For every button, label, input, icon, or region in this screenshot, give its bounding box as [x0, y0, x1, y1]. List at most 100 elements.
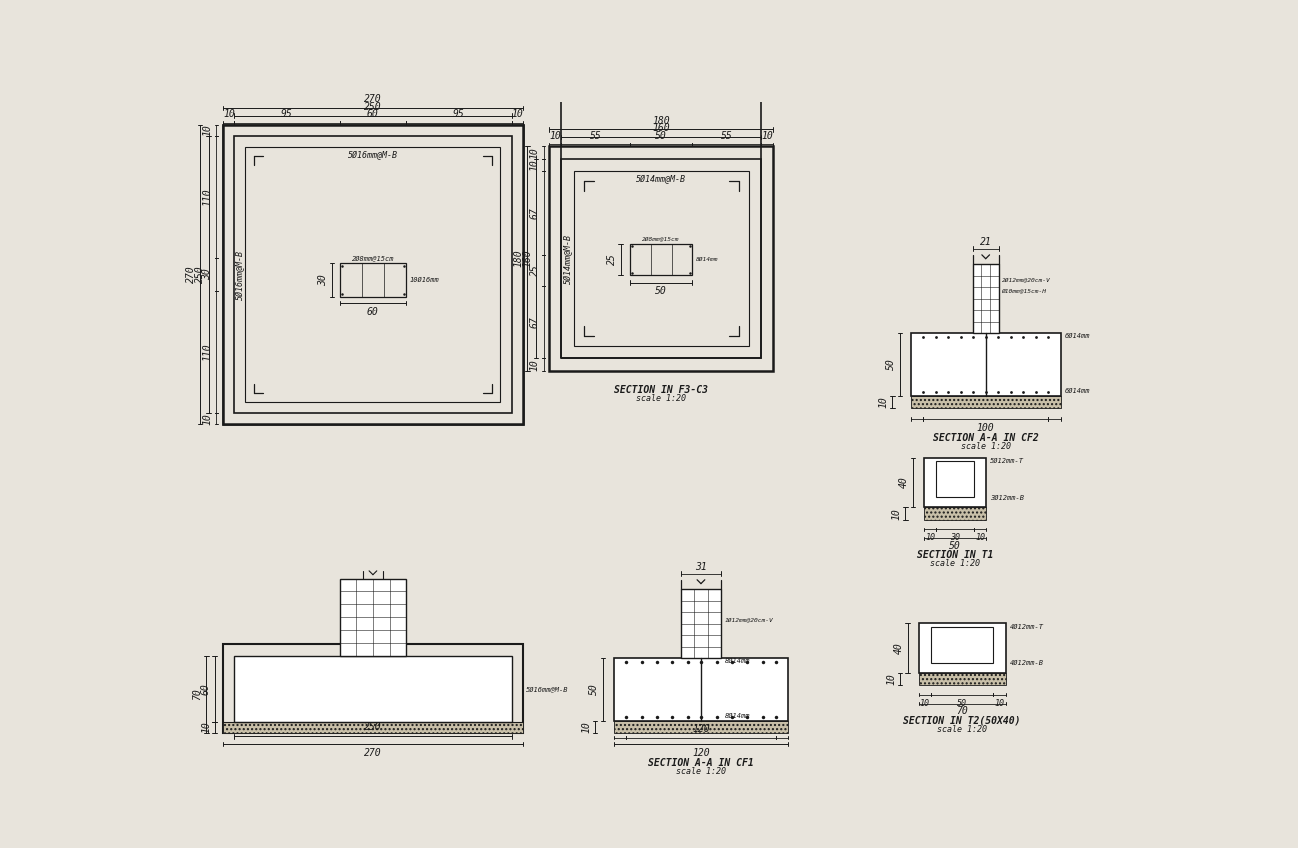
Bar	[223, 125, 523, 424]
Text: 95: 95	[453, 109, 465, 120]
Text: 5Ø14mm@M-B: 5Ø14mm@M-B	[565, 234, 574, 284]
Text: 67: 67	[530, 316, 540, 328]
Text: 10: 10	[530, 147, 540, 159]
Text: 55: 55	[720, 131, 732, 141]
Bar	[223, 125, 523, 424]
Text: 10: 10	[202, 125, 213, 137]
Text: 50: 50	[949, 541, 961, 550]
Bar	[340, 578, 406, 656]
Text: 2Ø8mm@15cm: 2Ø8mm@15cm	[352, 255, 395, 261]
Text: 4Ø12mm-B: 4Ø12mm-B	[1010, 660, 1044, 666]
Text: 55: 55	[589, 131, 601, 141]
Text: 3Ø12mm-B: 3Ø12mm-B	[990, 494, 1024, 500]
Text: 110: 110	[202, 188, 213, 206]
Text: 60: 60	[367, 307, 379, 317]
Text: 10Ø16mm: 10Ø16mm	[409, 277, 439, 283]
Bar	[574, 171, 749, 346]
Text: 31: 31	[694, 562, 707, 572]
Bar	[549, 147, 774, 371]
Text: 10: 10	[201, 722, 210, 734]
Bar	[245, 147, 501, 402]
Text: 8Ø14mm: 8Ø14mm	[724, 657, 750, 663]
Bar	[223, 722, 523, 734]
Text: 10: 10	[920, 699, 929, 707]
Bar	[681, 589, 720, 658]
Text: 40: 40	[894, 642, 903, 654]
Text: 270: 270	[365, 748, 382, 758]
Text: 110: 110	[202, 343, 213, 361]
Text: scale 1:20: scale 1:20	[636, 394, 687, 403]
Text: 21: 21	[980, 237, 992, 247]
Bar	[924, 458, 986, 507]
Text: 5Ø16mm@M-B: 5Ø16mm@M-B	[348, 152, 398, 160]
Text: 160: 160	[522, 250, 532, 267]
Text: 10: 10	[223, 109, 235, 120]
Text: 120: 120	[692, 724, 710, 734]
Text: 10: 10	[879, 396, 889, 408]
Text: 50: 50	[887, 359, 896, 371]
Bar	[235, 656, 511, 722]
Text: SECTION IN F3-C3: SECTION IN F3-C3	[614, 385, 709, 395]
Bar	[911, 333, 1060, 396]
Text: 5Ø16mm@M-B: 5Ø16mm@M-B	[236, 249, 245, 299]
Text: 25: 25	[607, 254, 617, 265]
Text: 10: 10	[975, 533, 985, 542]
Text: 5Ø14mm@M-B: 5Ø14mm@M-B	[636, 176, 687, 185]
Text: scale 1:20: scale 1:20	[931, 559, 980, 568]
Bar	[223, 644, 523, 734]
Text: 10: 10	[582, 721, 592, 733]
Text: 30: 30	[318, 274, 328, 286]
Text: 10: 10	[887, 673, 896, 685]
Bar	[562, 159, 761, 359]
Text: 10: 10	[925, 533, 935, 542]
Text: 250: 250	[195, 265, 205, 283]
Text: 270: 270	[365, 94, 382, 104]
Bar	[614, 721, 788, 734]
Text: 67: 67	[530, 207, 540, 219]
Text: 10: 10	[511, 109, 523, 120]
Text: 120: 120	[692, 748, 710, 758]
Bar	[340, 264, 406, 297]
Text: 70: 70	[957, 706, 968, 717]
Text: SECTION IN T1: SECTION IN T1	[916, 550, 993, 560]
Bar	[936, 461, 974, 498]
Bar	[919, 623, 1006, 673]
Text: SECTION A-A IN CF1: SECTION A-A IN CF1	[648, 758, 754, 767]
Text: 4Ø12mm-T: 4Ø12mm-T	[1010, 624, 1044, 630]
Text: 6Ø14mm: 6Ø14mm	[1064, 388, 1090, 393]
Text: 10: 10	[549, 131, 561, 141]
Text: 180: 180	[514, 250, 523, 267]
Text: 50: 50	[655, 287, 667, 297]
Text: 50: 50	[957, 699, 967, 707]
Text: 270: 270	[187, 265, 196, 283]
Text: scale 1:20: scale 1:20	[961, 442, 1011, 451]
Text: 95: 95	[282, 109, 293, 120]
Text: 5Ø16mm@M-B: 5Ø16mm@M-B	[527, 686, 569, 692]
Bar	[924, 507, 986, 520]
Bar	[235, 136, 501, 413]
Text: 8Ø14mm: 8Ø14mm	[724, 712, 750, 718]
Text: 40: 40	[900, 477, 910, 488]
Bar	[614, 658, 788, 721]
Text: 10: 10	[994, 699, 1005, 707]
Bar	[931, 627, 993, 663]
Text: 2Ø12mm@20cm-V: 2Ø12mm@20cm-V	[1002, 277, 1050, 282]
Text: scale 1:20: scale 1:20	[676, 767, 726, 776]
Bar	[630, 243, 692, 275]
Text: 160: 160	[653, 123, 670, 133]
Text: 30: 30	[202, 269, 213, 281]
Text: scale 1:20: scale 1:20	[937, 725, 988, 734]
Text: 50: 50	[589, 683, 598, 695]
Text: 10: 10	[762, 131, 774, 141]
Text: 60: 60	[367, 109, 379, 120]
Text: 100: 100	[977, 423, 994, 432]
Bar	[972, 264, 998, 333]
Text: 25: 25	[530, 265, 540, 276]
Text: 10: 10	[530, 359, 540, 371]
Text: 5Ø12mm-T: 5Ø12mm-T	[990, 458, 1024, 464]
Text: 50: 50	[655, 131, 667, 141]
Bar	[919, 673, 1006, 685]
Text: 250: 250	[365, 102, 382, 112]
Text: 6Ø14mm: 6Ø14mm	[1064, 332, 1090, 338]
Text: 10: 10	[202, 413, 213, 425]
